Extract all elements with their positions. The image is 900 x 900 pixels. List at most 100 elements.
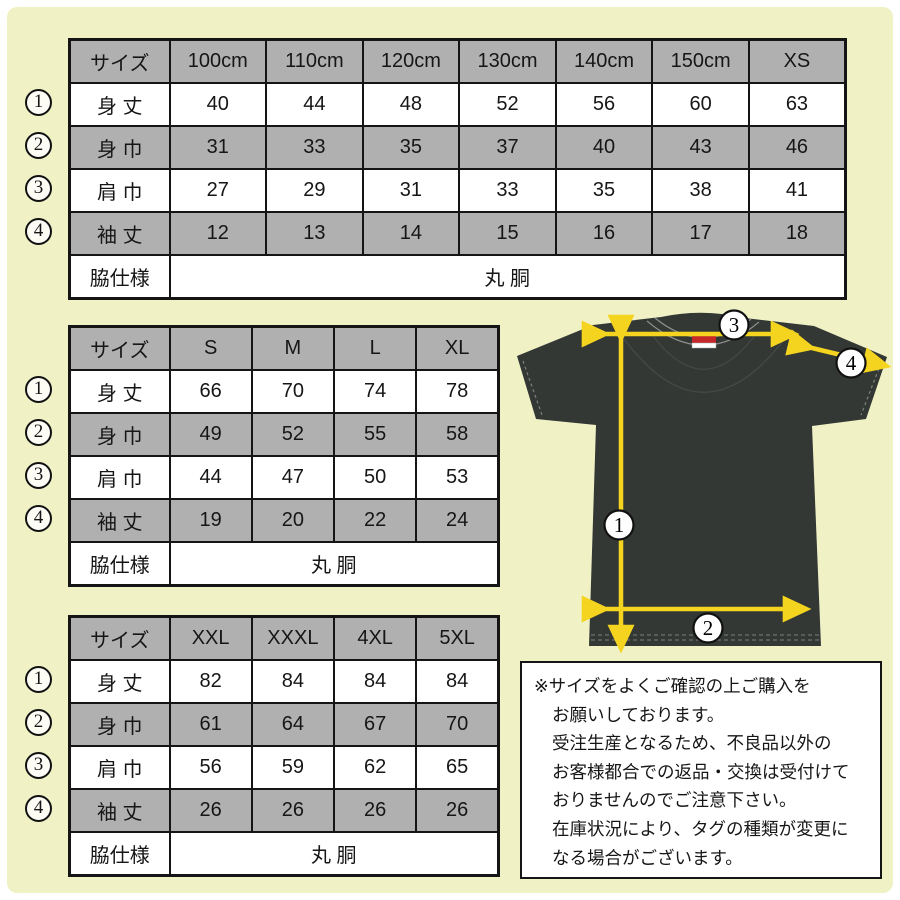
row-marker-3: 3: [25, 175, 52, 202]
measure-value: 65: [415, 745, 500, 790]
measure-value: 18: [747, 211, 847, 256]
measure-value: 33: [458, 168, 557, 213]
measure-value: 66: [168, 369, 253, 414]
measure-value: 19: [168, 498, 253, 543]
row-label: 肩 巾: [68, 745, 171, 790]
footer-row: 脇仕様丸 胴: [68, 541, 500, 587]
size-table-adult: サイズ S M L XL 身 丈 66 70 74 78 身 巾 49 52 55 58 肩 巾 44 47 50 5…: [68, 325, 500, 587]
measure-value: 22: [332, 498, 418, 543]
measure-value: 31: [168, 125, 268, 170]
measure-row: 袖 丈 12 13 14 15 16 17 18: [68, 211, 847, 256]
measure-value: 56: [168, 745, 253, 790]
footer-label: 脇仕様: [68, 254, 171, 300]
measure-value: 17: [651, 211, 750, 256]
measure-value: 62: [332, 745, 418, 790]
size-header: サイズ: [68, 38, 171, 84]
measure-value: 60: [651, 82, 750, 127]
column-header: 5XL: [415, 615, 500, 661]
measure-value: 20: [250, 498, 336, 543]
measure-value: 40: [554, 125, 654, 170]
measure-value: 35: [554, 168, 654, 213]
measure-value: 38: [651, 168, 750, 213]
size-header: サイズ: [68, 615, 171, 661]
measure-row: 身 丈 66 70 74 78: [68, 369, 500, 414]
column-header: 4XL: [332, 615, 418, 661]
measure-value: 64: [250, 702, 336, 747]
measure-row: 袖 丈 19 20 22 24: [68, 498, 500, 543]
measure-value: 12: [168, 211, 268, 256]
measure-value: 74: [332, 369, 418, 414]
footer-label: 脇仕様: [68, 831, 171, 877]
measure-value: 26: [415, 788, 500, 833]
row-label: 袖 丈: [68, 211, 171, 256]
measure-value: 49: [168, 412, 253, 457]
row-marker-4: 4: [25, 505, 52, 532]
measure-value: 61: [168, 702, 253, 747]
measure-row: 肩 巾 56 59 62 65: [68, 745, 500, 790]
row-marker-1: 1: [25, 376, 52, 403]
row-marker-2: 2: [25, 132, 52, 159]
measure-value: 53: [415, 455, 500, 500]
diagram-marker-2: [692, 612, 724, 644]
measure-row: 身 巾 49 52 55 58: [68, 412, 500, 457]
diagram-marker-1-label: 1: [614, 513, 625, 537]
header-row: サイズ 100cm 110cm 120cm 130cm 140cm 150cm XS: [68, 38, 847, 84]
measure-value: 55: [332, 412, 418, 457]
row-label: 肩 巾: [68, 168, 171, 213]
row-marker-4: 4: [25, 218, 52, 245]
measure-value: 14: [361, 211, 461, 256]
measure-row: 身 巾 61 64 67 70: [68, 702, 500, 747]
measure-value: 40: [168, 82, 268, 127]
row-label: 肩 巾: [68, 455, 171, 500]
measure-value: 58: [415, 412, 500, 457]
measure-value: 48: [361, 82, 461, 127]
footer-value: 丸 胴: [168, 541, 500, 587]
notice-line: ※サイズをよくご確認の上ご購入を: [534, 676, 811, 696]
measure-value: 52: [458, 82, 557, 127]
measure-value: 70: [415, 702, 500, 747]
diagram-marker-1: [603, 509, 635, 541]
column-header: M: [250, 325, 336, 371]
column-header: XXXL: [250, 615, 336, 661]
row-label: 身 巾: [68, 412, 171, 457]
measure-value: 26: [250, 788, 336, 833]
measure-value: 67: [332, 702, 418, 747]
measure-value: 84: [250, 659, 336, 704]
measure-value: 33: [265, 125, 364, 170]
measure-value: 44: [168, 455, 253, 500]
measure-value: 56: [554, 82, 654, 127]
column-header: 140cm: [554, 38, 654, 84]
row-marker-3: 3: [25, 462, 52, 489]
diagram-marker-3: [718, 309, 750, 341]
column-header: L: [332, 325, 418, 371]
size-table-kids: サイズ 100cm 110cm 120cm 130cm 140cm 150cm XS 身 丈 40…: [68, 38, 847, 300]
footer-row: 脇仕様丸 胴: [68, 831, 500, 877]
footer-value: 丸 胴: [168, 831, 500, 877]
notice-line: お客様都合での返品・交換は受付けて: [552, 761, 850, 782]
row-label: 身 巾: [68, 125, 171, 170]
notice-line: お願いしております。: [552, 704, 725, 725]
footer-row: 脇仕様丸 胴: [68, 254, 847, 300]
measure-row: 身 丈 82 84 84 84: [68, 659, 500, 704]
measure-value: 78: [415, 369, 500, 414]
row-label: 袖 丈: [68, 498, 171, 543]
measure-value: 31: [361, 168, 461, 213]
column-header: 130cm: [458, 38, 557, 84]
row-label: 身 丈: [68, 82, 171, 127]
column-header: 100cm: [168, 38, 268, 84]
measure-value: 47: [250, 455, 336, 500]
column-header: 110cm: [265, 38, 364, 84]
measure-value: 84: [332, 659, 418, 704]
notice-line: なる場合がございます。: [552, 847, 743, 868]
measure-value: 13: [265, 211, 364, 256]
diagram-marker-2-label: 2: [703, 616, 714, 640]
column-header: 150cm: [651, 38, 750, 84]
footer-value: 丸 胴: [168, 254, 847, 300]
row-label: 身 丈: [68, 369, 171, 414]
measure-row: 肩 巾 44 47 50 53: [68, 455, 500, 500]
measure-value: 26: [332, 788, 418, 833]
diagram-marker-3-label: 3: [729, 313, 740, 337]
measure-row: 肩 巾 27 29 31 33 35 38 41: [68, 168, 847, 213]
measure-value: 37: [458, 125, 557, 170]
measure-row: 袖 丈 26 26 26 26: [68, 788, 500, 833]
